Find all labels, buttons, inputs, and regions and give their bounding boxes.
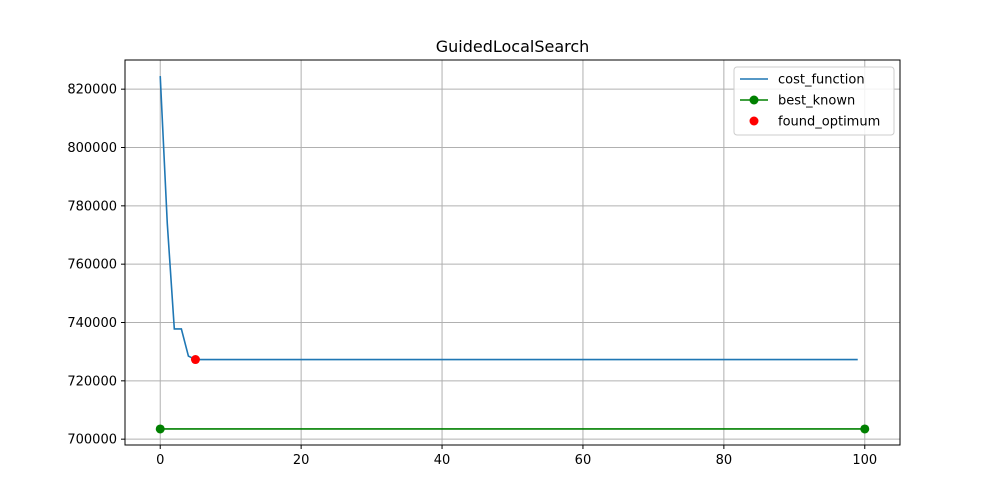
- x-tick-label: 0: [156, 453, 164, 468]
- legend-swatch-marker: [749, 95, 759, 105]
- legend-label: found_optimum: [778, 115, 880, 130]
- y-tick-label: 800000: [67, 141, 117, 156]
- x-tick-label: 80: [716, 453, 733, 468]
- chart-title: GuidedLocalSearch: [436, 37, 590, 56]
- y-tick-label: 760000: [67, 258, 117, 273]
- legend-item-cost-function: cost_function: [740, 73, 865, 88]
- legend-swatch-marker: [749, 116, 759, 126]
- best-known-point: [860, 424, 870, 434]
- legend: cost_function best_known found_optimum: [733, 66, 895, 136]
- grid: [125, 60, 900, 445]
- x-tick-label: 40: [434, 453, 451, 468]
- y-tick-label: 820000: [67, 83, 117, 98]
- axis-ticks: 0 20 40 60 80 100 700000 720000 740000 760000 7800…: [67, 83, 877, 468]
- series-best-known: [155, 424, 870, 434]
- plot-frame: [124, 59, 901, 446]
- y-tick-label: 700000: [67, 433, 117, 448]
- found-optimum-point: [190, 355, 200, 365]
- y-tick-label: 720000: [67, 374, 117, 389]
- legend-item-found-optimum: found_optimum: [749, 115, 880, 130]
- y-tick-label: 740000: [67, 316, 117, 331]
- y-tick-label: 780000: [67, 199, 117, 214]
- legend-label: cost_function: [778, 73, 865, 88]
- plot-series: [155, 76, 870, 434]
- best-known-point: [155, 424, 165, 434]
- x-tick-label: 20: [293, 453, 310, 468]
- x-tick-label: 100: [852, 453, 877, 468]
- series-found-optimum: [190, 355, 200, 365]
- legend-label: best_known: [778, 94, 855, 109]
- x-tick-label: 60: [575, 453, 592, 468]
- legend-item-best-known: best_known: [740, 94, 855, 109]
- legend-box: [733, 66, 895, 136]
